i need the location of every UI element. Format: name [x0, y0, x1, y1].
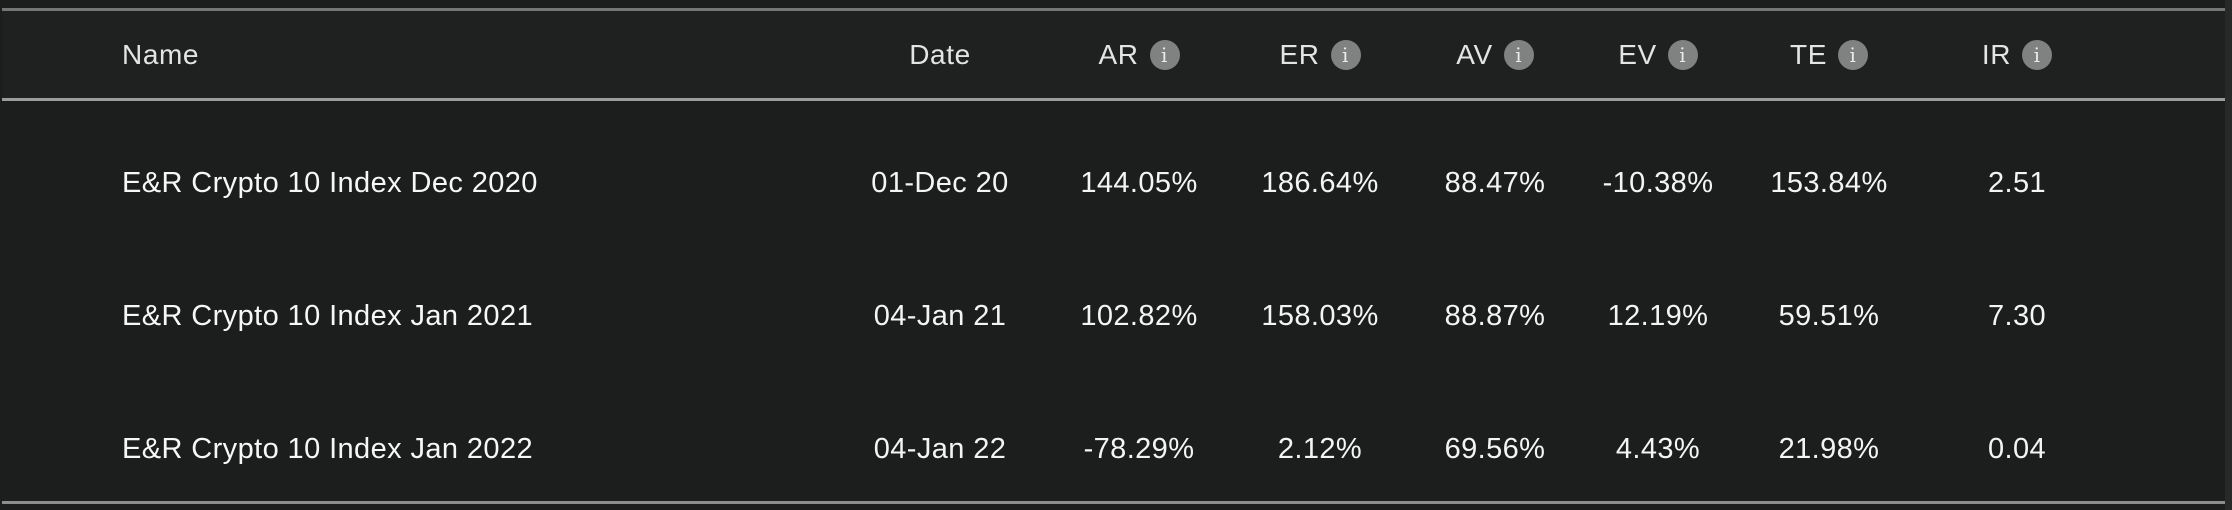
table-body: E&R Crypto 10 Index Dec 2020 01-Dec 20 144… — [2, 101, 2225, 501]
column-header-te: TE i — [1728, 39, 1930, 71]
column-header-label-ar: AR — [1098, 38, 1139, 70]
cell-av: 88.87% — [1444, 300, 1546, 332]
cell-ir: 2.51 — [1987, 167, 2047, 199]
cell-te: 59.51% — [1778, 300, 1880, 332]
cell-ir: 7.30 — [1987, 300, 2047, 332]
info-icon[interactable]: i — [2022, 39, 2053, 70]
column-header-ev: EV i — [1588, 39, 1728, 71]
info-icon[interactable]: i — [1667, 39, 1698, 70]
column-header-label-er: ER — [1279, 38, 1320, 70]
cell-er: 2.12% — [1277, 433, 1363, 465]
cell-name: E&R Crypto 10 Index Jan 2021 — [122, 300, 533, 332]
column-header-label-name: Name — [122, 38, 200, 70]
column-header-label-date: Date — [909, 38, 971, 70]
cell-name: E&R Crypto 10 Index Dec 2020 — [122, 167, 538, 199]
table-row: E&R Crypto 10 Index Jan 2021 04-Jan 21 102… — [2, 250, 2225, 383]
column-header-date: Date — [840, 39, 1040, 71]
column-header-label-te: TE — [1790, 38, 1827, 70]
cell-name: E&R Crypto 10 Index Jan 2022 — [122, 433, 533, 465]
cell-ar: 102.82% — [1080, 300, 1198, 332]
cell-date: 01-Dec 20 — [871, 167, 1009, 199]
cell-ir: 0.04 — [1987, 433, 2047, 465]
column-header-name: Name — [2, 39, 840, 71]
table-row: E&R Crypto 10 Index Jan 2022 04-Jan 22 -78… — [2, 383, 2225, 501]
table-header-row: Name Date AR i ER i AV i EV i TE i IR i — [2, 11, 2225, 101]
cell-av: 88.47% — [1444, 167, 1546, 199]
cell-ev: -10.38% — [1602, 167, 1714, 199]
cell-ar: 144.05% — [1080, 167, 1198, 199]
column-header-label-av: AV — [1456, 38, 1493, 70]
cell-av: 69.56% — [1444, 433, 1546, 465]
info-icon[interactable]: i — [1837, 39, 1868, 70]
column-header-er: ER i — [1238, 39, 1402, 71]
cell-er: 186.64% — [1261, 167, 1379, 199]
page-right-gutter — [2225, 0, 2232, 510]
cell-ev: 12.19% — [1607, 300, 1709, 332]
column-header-label-ev: EV — [1618, 38, 1657, 70]
cell-te: 153.84% — [1770, 167, 1888, 199]
table-row: E&R Crypto 10 Index Dec 2020 01-Dec 20 144… — [2, 117, 2225, 250]
column-header-ar: AR i — [1040, 39, 1238, 71]
metrics-table: Name Date AR i ER i AV i EV i TE i IR i E&R Crypto 10… — [2, 8, 2225, 504]
cell-ev: 4.43% — [1615, 433, 1701, 465]
cell-ar: -78.29% — [1083, 433, 1195, 465]
cell-er: 158.03% — [1261, 300, 1379, 332]
cell-date: 04-Jan 22 — [873, 433, 1007, 465]
column-header-ir: IR i — [1930, 39, 2104, 71]
column-header-label-ir: IR — [1981, 38, 2012, 70]
cell-date: 04-Jan 21 — [873, 300, 1007, 332]
info-icon[interactable]: i — [1503, 39, 1534, 70]
info-icon[interactable]: i — [1330, 39, 1361, 70]
info-icon[interactable]: i — [1149, 39, 1180, 70]
column-header-av: AV i — [1402, 39, 1588, 71]
cell-te: 21.98% — [1778, 433, 1880, 465]
